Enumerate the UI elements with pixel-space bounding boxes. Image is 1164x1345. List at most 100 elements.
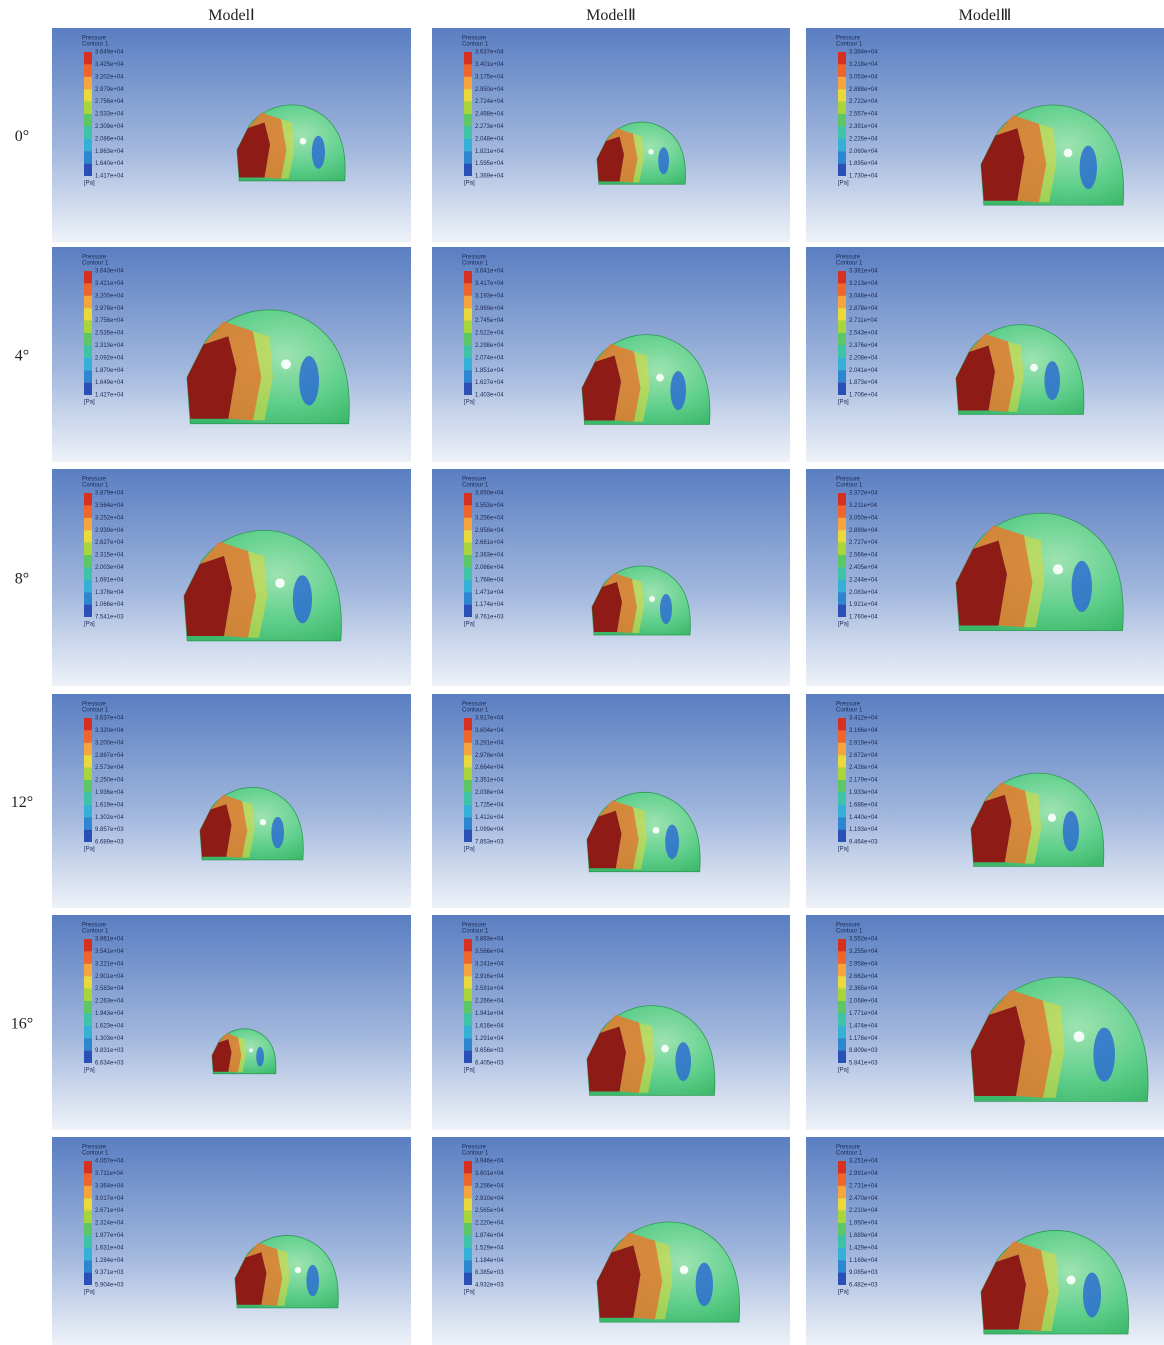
legend-level: 1.471e+04 xyxy=(475,590,504,596)
colorbar-segment xyxy=(84,126,92,138)
legend-level: 1.649e+04 xyxy=(95,380,124,386)
legend-level: 3.879e+04 xyxy=(95,491,124,497)
colorbar-segment xyxy=(838,989,846,1001)
legend-subtitle: Contour 1 xyxy=(462,708,489,714)
legend-unit: [Pa] xyxy=(464,847,475,853)
colorbar-segment xyxy=(84,64,92,76)
colorbar-segment xyxy=(84,817,92,829)
page: ModelⅠModelⅡModelⅢ0°PressureContour 13.6… xyxy=(0,0,1164,1345)
legend-level: 2.661e+04 xyxy=(475,540,504,546)
colorbar-segment xyxy=(838,730,846,742)
legend-level: 1.873e+04 xyxy=(849,380,878,386)
colorbar-segment xyxy=(838,1013,846,1025)
legend-level: 2.365e+04 xyxy=(849,986,878,992)
highlight xyxy=(1048,814,1056,822)
colorbar-segment xyxy=(84,1198,92,1210)
legend-level: 1.895e+04 xyxy=(849,161,878,167)
legend-level: 6.689e+03 xyxy=(95,840,124,846)
legend-level: 2.978e+04 xyxy=(95,306,124,312)
colorbar-segment xyxy=(838,493,846,505)
legend-unit: [Pa] xyxy=(838,400,849,406)
legend-level: 1.941e+04 xyxy=(475,1011,504,1017)
legend-level: 1.689e+04 xyxy=(849,1233,878,1239)
colorbar-segment xyxy=(838,1161,846,1173)
contour-panel: PressureContour 13.372e+043.211e+043.050… xyxy=(806,469,1164,686)
colorbar-segment xyxy=(84,939,92,951)
colorbar-segment xyxy=(84,383,92,395)
legend-level: 2.066e+04 xyxy=(475,565,504,571)
legend-level: 1.427e+04 xyxy=(95,393,124,399)
legend-level: 1.595e+04 xyxy=(475,161,504,167)
legend-level: 2.038e+04 xyxy=(475,790,504,796)
column-header: ModelⅠ xyxy=(208,7,255,24)
colorbar-segment xyxy=(464,543,472,555)
colorbar-segment xyxy=(464,64,472,76)
legend-level: 1.933e+04 xyxy=(849,790,878,796)
legend-unit: [Pa] xyxy=(464,1068,475,1074)
legend-level: 2.887e+04 xyxy=(95,753,124,759)
legend-level: 3.050e+04 xyxy=(849,515,878,521)
colorbar-segment xyxy=(84,976,92,988)
colorbar-segment xyxy=(838,1211,846,1223)
highlight xyxy=(260,819,266,825)
legend-level: 1.417e+04 xyxy=(95,174,124,180)
legend-level: 2.244e+04 xyxy=(849,577,878,583)
legend-level: 1.303e+04 xyxy=(95,1036,124,1042)
legend-level: 2.273e+04 xyxy=(475,124,504,130)
legend-level: 3.564e+04 xyxy=(95,503,124,509)
colorbar-segment xyxy=(84,77,92,89)
legend-level: 2.179e+04 xyxy=(849,778,878,784)
legend-level: 1.730e+04 xyxy=(849,174,878,180)
highlight xyxy=(295,1267,301,1273)
legend-level: 3.202e+04 xyxy=(95,74,124,80)
colorbar-segment xyxy=(84,1273,92,1285)
legend-level: 2.991e+04 xyxy=(849,1171,878,1177)
colorbar-segment xyxy=(84,743,92,755)
colorbar-segment xyxy=(464,1051,472,1063)
colorbar-segment xyxy=(84,1051,92,1063)
legend-level: 3.252e+04 xyxy=(95,515,124,521)
legend-level: 2.266e+04 xyxy=(475,999,504,1005)
column-header: ModelⅢ xyxy=(959,7,1012,24)
legend-level: 3.166e+04 xyxy=(849,728,878,734)
low-pressure-spot xyxy=(312,136,325,169)
row-label: 4° xyxy=(15,348,29,365)
legend-level: 4.057e+04 xyxy=(95,1159,124,1165)
legend-level: 2.074e+04 xyxy=(475,355,504,361)
low-pressure-spot xyxy=(299,356,319,406)
colorbar-segment xyxy=(84,52,92,64)
contour-panel: PressureContour 14.057e+043.711e+043.364… xyxy=(52,1137,411,1345)
legend-level: 2.226e+04 xyxy=(849,136,878,142)
legend-level: 3.200e+04 xyxy=(95,740,124,746)
low-pressure-spot xyxy=(271,817,284,849)
highlight xyxy=(249,1048,253,1052)
legend-level: 2.309e+04 xyxy=(95,124,124,130)
colorbar-segment xyxy=(838,1273,846,1285)
legend-level: 3.893e+04 xyxy=(475,937,504,943)
legend-level: 2.535e+04 xyxy=(95,331,124,337)
legend-level: 2.958e+04 xyxy=(849,961,878,967)
low-pressure-spot xyxy=(1072,561,1092,612)
colorbar-segment xyxy=(838,1051,846,1063)
legend-level: 2.573e+04 xyxy=(95,765,124,771)
legend-subtitle: Contour 1 xyxy=(82,929,109,935)
colorbar-segment xyxy=(464,580,472,592)
colorbar-segment xyxy=(464,939,472,951)
legend-level: 1.725e+04 xyxy=(475,802,504,808)
colorbar-segment xyxy=(84,567,92,579)
colorbar-segment xyxy=(84,1223,92,1235)
legend-level: 2.910e+04 xyxy=(475,1196,504,1202)
legend-level: 3.213e+04 xyxy=(849,281,878,287)
legend-level: 3.364e+04 xyxy=(95,1183,124,1189)
colorbar-segment xyxy=(464,1223,472,1235)
highlight xyxy=(656,374,664,382)
legend-level: 9.371e+03 xyxy=(95,1270,124,1276)
colorbar-segment xyxy=(84,580,92,592)
colorbar-segment xyxy=(464,358,472,370)
contour-panel: PressureContour 13.649e+043.425e+043.202… xyxy=(52,28,411,242)
legend-level: 1.403e+04 xyxy=(475,393,504,399)
low-pressure-spot xyxy=(696,1263,713,1307)
legend-level: 3.425e+04 xyxy=(95,62,124,68)
low-pressure-spot xyxy=(1083,1273,1101,1318)
legend-level: 2.298e+04 xyxy=(475,343,504,349)
